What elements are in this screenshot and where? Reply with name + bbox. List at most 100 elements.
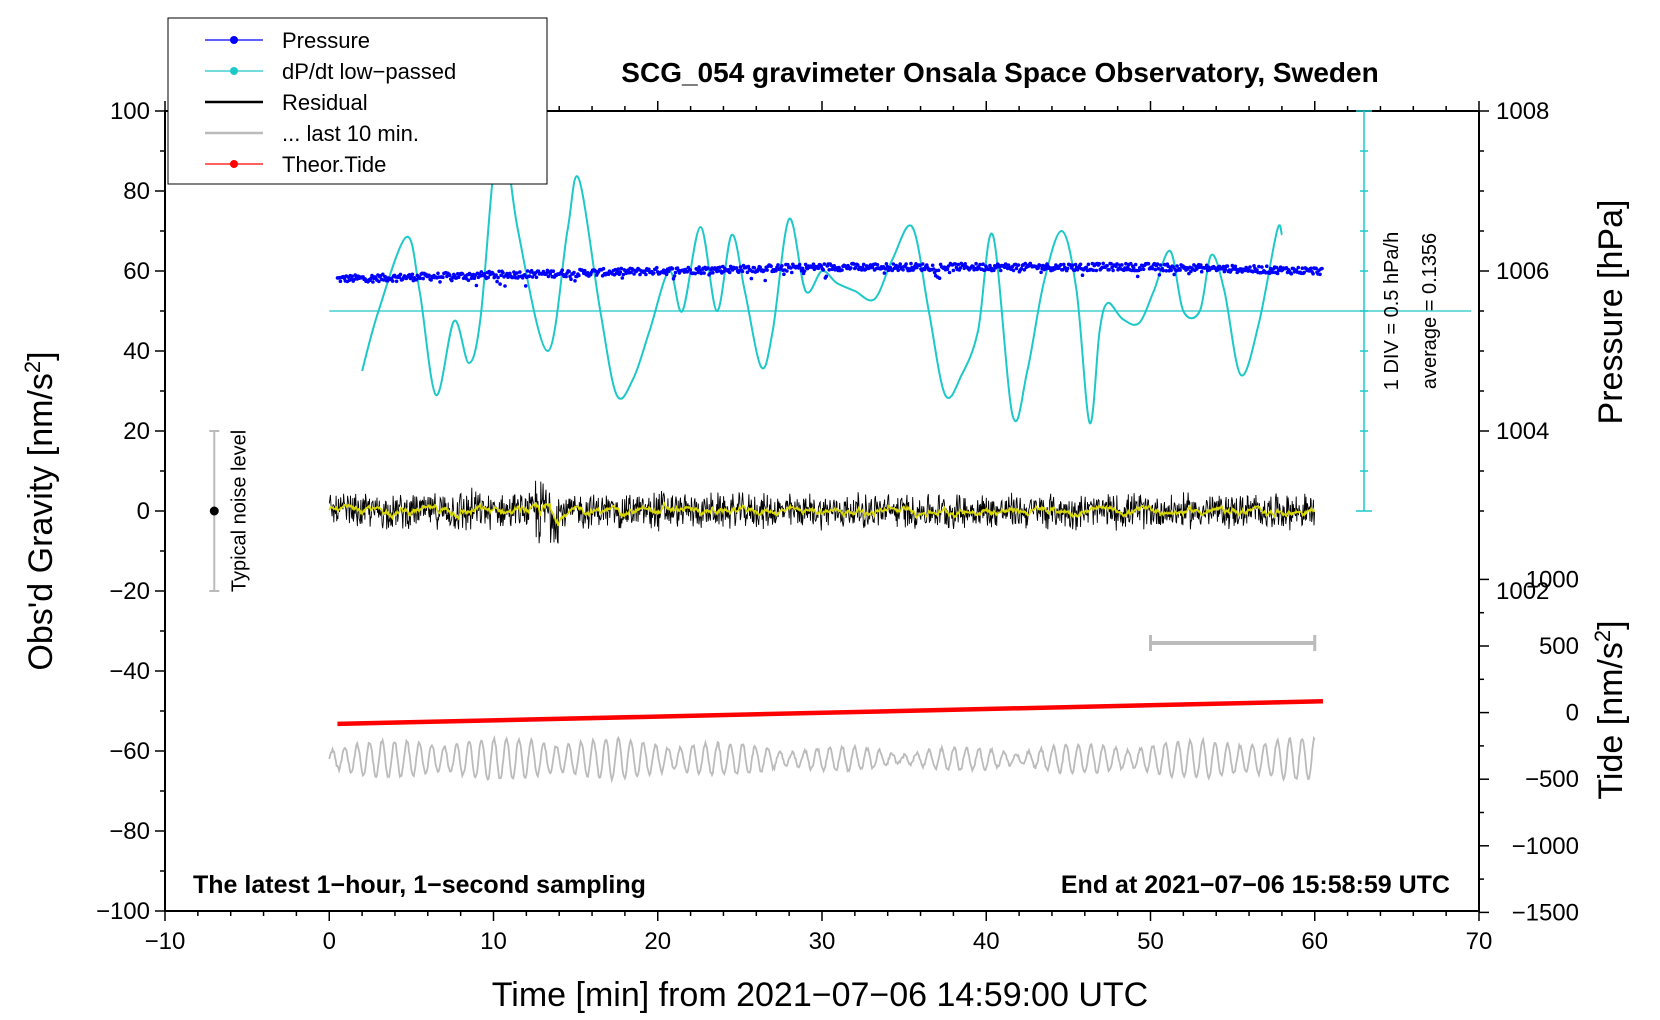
tide-tick-label: −1000 <box>1512 833 1579 860</box>
pressure-point <box>1115 262 1119 266</box>
pressure-point <box>891 262 896 266</box>
pressure-point <box>752 266 757 270</box>
pressure-point <box>958 266 963 270</box>
pressure-point <box>567 269 571 274</box>
pressure-point <box>1109 261 1113 266</box>
theor-tide-line <box>337 699 1324 727</box>
pressure-point <box>1175 264 1179 268</box>
pressure-point <box>427 273 431 278</box>
pressure-point <box>697 265 701 269</box>
y-tick-label: 80 <box>123 178 150 205</box>
pressure-point <box>522 273 527 277</box>
pressure-point <box>1044 267 1048 271</box>
pressure-point <box>1274 265 1279 270</box>
pressure-point <box>727 270 732 275</box>
pressure-point <box>410 272 415 277</box>
pressure-point <box>1101 261 1105 266</box>
pressure-point <box>947 270 952 275</box>
legend-marker <box>230 36 238 44</box>
pressure-point <box>466 278 471 283</box>
pressure-point <box>441 275 445 280</box>
pressure-point <box>421 276 426 281</box>
pressure-point <box>394 279 399 284</box>
pressure-point <box>746 264 751 269</box>
pressure-point <box>849 266 853 270</box>
pressure-point <box>1172 272 1176 277</box>
legend-marker <box>230 67 238 75</box>
pressure-point <box>998 268 1003 273</box>
pressure-point <box>382 278 386 282</box>
pressure-point <box>497 269 501 274</box>
pressure-point <box>901 268 905 272</box>
pressure-point <box>409 275 414 280</box>
legend-label: dP/dt low−passed <box>282 59 456 84</box>
pressure-point <box>418 276 423 281</box>
pressure-point <box>882 271 887 275</box>
pressure-point <box>875 263 880 267</box>
pressure-point <box>951 268 956 273</box>
pressure-point <box>827 268 831 272</box>
pressure-point <box>572 270 576 275</box>
y-tick-label: 0 <box>137 498 150 525</box>
pressure-point <box>992 268 996 273</box>
pressure-point <box>1120 263 1124 267</box>
pressure-point <box>1169 268 1173 273</box>
y-axis-title-gravity: Obs'd Gravity [nm/s2] <box>20 351 60 670</box>
pressure-point <box>786 262 790 267</box>
pressure-point <box>577 273 581 278</box>
legend-marker <box>230 160 238 168</box>
pressure-point <box>1223 267 1228 272</box>
pressure-point <box>918 263 922 268</box>
scale-text-div: 1 DIV = 0.5 hPa/h <box>1381 232 1403 390</box>
pressure-point <box>896 268 900 273</box>
pressure-point <box>1270 270 1275 275</box>
tide-tick-label: 0 <box>1566 700 1579 727</box>
pressure-point <box>852 262 856 266</box>
pressure-point <box>790 270 794 275</box>
pressure-point <box>1072 268 1077 273</box>
pressure-point <box>1053 267 1057 271</box>
legend-label: ... last 10 min. <box>282 121 419 146</box>
pressure-point <box>534 275 539 280</box>
pressure-point <box>371 280 375 284</box>
pressure-point <box>1265 264 1269 269</box>
pressure-point <box>884 262 889 266</box>
pressure-point <box>908 268 912 273</box>
pressure-point <box>438 280 442 284</box>
pressure-point <box>1133 262 1138 267</box>
pressure-point <box>978 262 982 267</box>
pressure-point <box>482 272 487 276</box>
pressure-point <box>925 263 929 267</box>
pressure-point <box>429 278 433 282</box>
pressure-point <box>1302 270 1306 275</box>
pressure-point <box>1289 272 1294 276</box>
pressure-point <box>946 264 951 268</box>
pressure-point <box>1135 274 1140 279</box>
pressure-point <box>923 267 927 272</box>
pressure-point <box>1105 264 1109 268</box>
pressure-point <box>750 269 755 274</box>
pressure-point <box>1215 268 1220 272</box>
x-tick-label: 10 <box>480 928 507 955</box>
pressure-point <box>782 272 786 277</box>
pressure-point <box>776 263 780 267</box>
pressure-point <box>758 265 762 270</box>
pressure-point <box>936 268 941 273</box>
y-tick-label: −40 <box>109 658 150 685</box>
pressure-point <box>797 262 802 267</box>
y-tick-label: −60 <box>109 738 150 765</box>
pressure-point <box>548 272 553 276</box>
pressure-point <box>718 265 722 270</box>
pressure-point <box>816 266 821 271</box>
annotations: 1 DIV = 0.5 hPa/h average = 0.1356 Typical… <box>209 110 1471 651</box>
pressure-point <box>774 268 778 273</box>
pressure-point <box>671 276 676 281</box>
y-axis-title-tide: Tide [nm/s2] <box>1590 620 1630 799</box>
pressure-point <box>568 274 572 279</box>
pressure-point <box>785 269 789 273</box>
pressure-point <box>749 276 754 281</box>
pressure-point <box>670 267 675 271</box>
pressure-point <box>1080 273 1085 278</box>
pressure-point <box>769 264 773 269</box>
pressure-point <box>652 271 656 275</box>
